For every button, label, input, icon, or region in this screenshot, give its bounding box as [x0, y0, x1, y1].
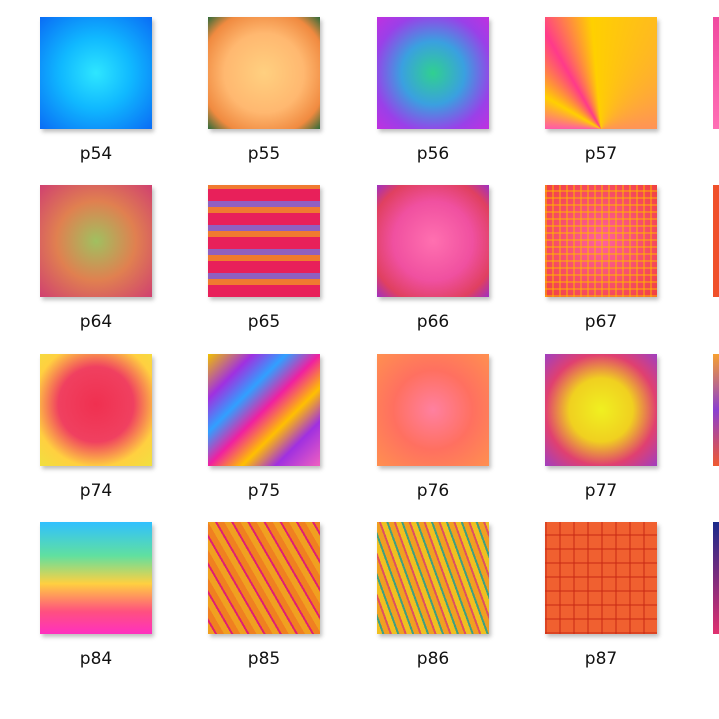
file-name[interactable]: p64 [79, 312, 113, 332]
partial-thumbnail [713, 522, 719, 634]
file-thumbnail[interactable] [377, 17, 489, 129]
file-thumbnail[interactable] [208, 17, 320, 129]
file-thumbnail[interactable] [208, 522, 320, 634]
file-name[interactable]: p67 [584, 312, 618, 332]
file-thumbnail[interactable] [545, 522, 657, 634]
file-name[interactable]: p85 [247, 649, 281, 669]
file-name[interactable]: p77 [584, 481, 618, 501]
file-name[interactable]: p57 [584, 144, 618, 164]
file-name[interactable]: p74 [79, 481, 113, 501]
file-name[interactable]: p65 [247, 312, 281, 332]
partial-thumbnail [713, 354, 719, 466]
file-thumbnail[interactable] [545, 17, 657, 129]
file-thumbnail[interactable] [377, 185, 489, 297]
file-thumbnail[interactable] [40, 354, 152, 466]
file-name[interactable]: p75 [247, 481, 281, 501]
file-name[interactable]: p56 [416, 144, 450, 164]
file-thumbnail[interactable] [377, 354, 489, 466]
file-name[interactable]: p86 [416, 649, 450, 669]
partial-thumbnail [713, 17, 719, 129]
file-name[interactable]: p76 [416, 481, 450, 501]
file-thumbnail[interactable] [545, 185, 657, 297]
file-thumbnail[interactable] [40, 17, 152, 129]
file-thumbnail[interactable] [208, 185, 320, 297]
file-thumbnail[interactable] [208, 354, 320, 466]
file-name[interactable]: p84 [79, 649, 113, 669]
file-thumbnail[interactable] [40, 185, 152, 297]
file-name[interactable]: p66 [416, 312, 450, 332]
file-thumbnail[interactable] [377, 522, 489, 634]
file-name[interactable]: p54 [79, 144, 113, 164]
file-thumbnail[interactable] [40, 522, 152, 634]
file-name[interactable]: p87 [584, 649, 618, 669]
file-name[interactable]: p55 [247, 144, 281, 164]
partial-thumbnail [713, 185, 719, 297]
file-thumbnail[interactable] [545, 354, 657, 466]
